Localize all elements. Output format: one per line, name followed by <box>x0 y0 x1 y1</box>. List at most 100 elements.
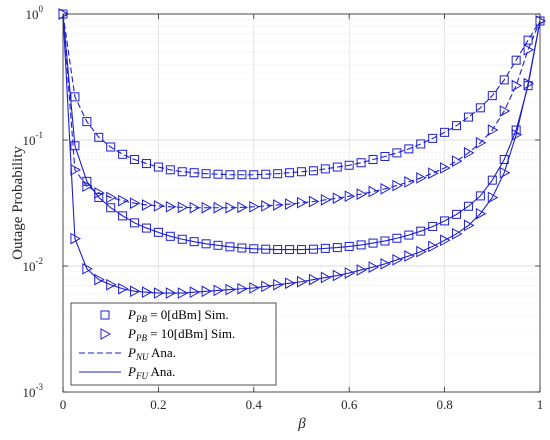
data-point-square <box>273 169 283 179</box>
data-point-triangle <box>273 199 284 211</box>
x-tick-label: 0.4 <box>246 397 263 412</box>
data-point-triangle <box>165 200 177 213</box>
data-point-square <box>165 165 175 175</box>
data-point-triangle <box>153 200 165 212</box>
data-point-triangle <box>94 273 105 286</box>
data-point-square <box>141 223 151 233</box>
data-point-square <box>297 245 306 255</box>
data-point-triangle <box>189 201 201 214</box>
data-point-triangle <box>141 286 153 299</box>
data-point-triangle <box>130 285 141 298</box>
data-point-triangle <box>452 155 463 167</box>
data-point-triangle <box>320 271 332 284</box>
data-point-triangle <box>201 201 213 214</box>
data-point-triangle <box>213 201 225 214</box>
legend-subscript: FU <box>135 371 148 381</box>
legend-text: Ana. <box>148 364 175 379</box>
data-point-square <box>201 169 211 179</box>
data-point-square <box>344 241 354 251</box>
data-point-square <box>416 226 426 236</box>
data-point-square <box>165 231 175 241</box>
data-point-square <box>428 133 438 143</box>
y-axis-label: Outage Probability <box>10 146 26 260</box>
data-point-square <box>118 211 128 221</box>
legend-text: Ana. <box>148 345 175 360</box>
data-point-square <box>440 216 450 226</box>
data-point-square <box>416 139 426 149</box>
data-point-square <box>106 142 116 152</box>
data-point-square <box>452 209 462 219</box>
data-point-square <box>428 221 438 231</box>
data-point-triangle <box>177 201 189 214</box>
legend-label: PFU Ana. <box>127 364 175 381</box>
data-point-square <box>177 167 187 177</box>
y-tick-label: 100 <box>26 4 44 22</box>
legend-text: = 0[dBm] Sim. <box>147 307 229 322</box>
data-point-triangle <box>225 283 236 296</box>
data-point-square <box>189 168 199 178</box>
data-point-square <box>344 160 354 170</box>
data-point-triangle <box>249 200 260 213</box>
legend-marker-triangle <box>100 328 112 340</box>
x-tick-label: 1 <box>537 397 544 412</box>
data-point-square <box>225 242 235 252</box>
data-point-triangle <box>332 192 344 205</box>
data-point-square <box>487 91 497 101</box>
data-point-square <box>380 236 390 246</box>
data-point-triangle <box>58 8 70 20</box>
data-point-square <box>141 159 151 169</box>
data-point-square <box>201 239 211 249</box>
data-point-triangle <box>440 162 451 174</box>
y-tick-exponent: -2 <box>36 256 44 266</box>
data-point-square <box>463 112 473 122</box>
data-point-triangle <box>189 286 201 299</box>
data-point-triangle <box>332 269 344 282</box>
data-point-triangle <box>356 264 368 276</box>
data-point-triangle <box>285 277 296 290</box>
legend-label: PPB = 10[dBm] Sim. <box>127 326 235 343</box>
data-point-square <box>475 103 485 113</box>
data-point-triangle <box>511 128 523 141</box>
data-point-triangle <box>153 287 165 299</box>
data-point-triangle <box>463 219 475 232</box>
data-point-triangle <box>165 287 177 299</box>
data-point-triangle <box>523 43 535 56</box>
data-point-square <box>237 243 247 253</box>
data-point-triangle <box>452 227 463 240</box>
data-point-triangle <box>70 232 81 245</box>
data-point-triangle <box>82 180 93 193</box>
data-point-square <box>392 148 402 158</box>
data-point-triangle <box>523 77 535 90</box>
data-point-triangle <box>82 262 93 275</box>
data-point-triangle <box>487 124 499 136</box>
data-point-triangle <box>344 267 356 279</box>
data-point-triangle <box>404 250 415 262</box>
legend-subscript: PB <box>135 314 147 324</box>
legend-marker-square <box>100 310 110 320</box>
x-tick-label: 0.2 <box>150 397 166 412</box>
axes-box <box>62 13 541 393</box>
data-point-triangle <box>237 282 248 295</box>
data-point-square <box>308 244 318 254</box>
legend-label: PPB = 0[dBm] Sim. <box>127 307 229 324</box>
data-point-triangle <box>404 176 415 188</box>
data-point-square <box>487 175 497 185</box>
data-point-triangle <box>356 188 368 200</box>
data-point-square <box>475 191 485 201</box>
y-tick-label: 10-3 <box>23 382 44 400</box>
data-point-square <box>249 244 259 254</box>
data-point-triangle <box>428 167 439 180</box>
data-point-triangle <box>285 198 296 210</box>
data-point-square <box>368 155 378 165</box>
data-point-triangle <box>368 261 380 273</box>
data-point-square <box>249 170 259 180</box>
data-point-triangle <box>308 273 320 286</box>
data-point-triangle <box>535 15 547 27</box>
data-point-square <box>404 144 414 154</box>
data-point-square <box>463 201 473 211</box>
data-point-triangle <box>344 190 356 203</box>
data-point-triangle <box>237 201 248 214</box>
data-point-triangle <box>261 200 272 212</box>
data-point-triangle <box>499 166 511 179</box>
